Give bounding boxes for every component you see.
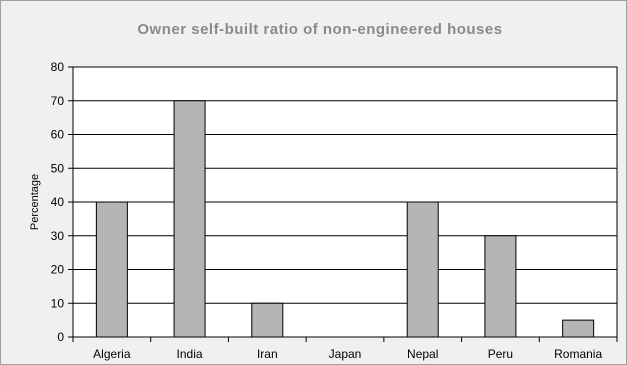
y-tick-label: 40 [51,195,65,209]
x-tick-label: Algeria [93,347,131,361]
plot-border [72,66,618,338]
bar-nepal [406,201,439,338]
y-tick-label: 80 [51,60,65,74]
x-tick-label: Romania [554,347,602,361]
x-tick-label: Peru [488,347,513,361]
x-tick-label: India [177,347,203,361]
y-tick-label: 50 [51,161,65,175]
bar-india [173,100,206,338]
bar-algeria [95,201,128,338]
y-tick-label: 30 [51,229,65,243]
plot-area: 0 10 20 30 40 50 60 70 80 Algeria India Iran Japan Ne… [51,60,618,361]
y-tick-label: 20 [51,263,65,277]
y-tick-label: 60 [51,128,65,142]
x-tick-label: Iran [257,347,278,361]
chart-title: Owner self-built ratio of non-engineered… [137,21,502,38]
y-tick-label: 10 [51,296,65,310]
x-tick-label: Japan [329,347,362,361]
x-tick-label: Nepal [407,347,438,361]
bar-iran [251,302,284,338]
y-axis-title: Percentage [29,174,41,230]
y-tick-label: 0 [57,330,64,344]
bar-peru [484,235,517,338]
bar-romania [562,319,595,338]
y-tick-label: 70 [51,94,65,108]
